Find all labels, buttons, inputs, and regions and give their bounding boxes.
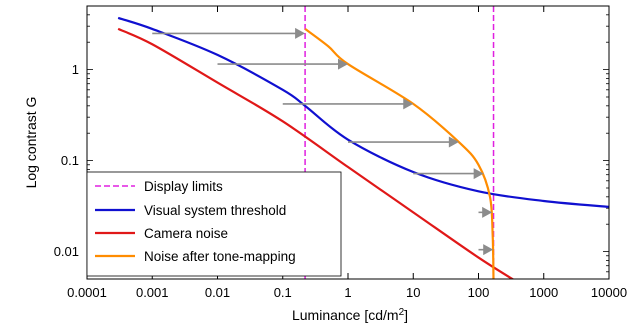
camera-noise-line [117, 27, 515, 279]
x-axis-title-end: ] [404, 307, 408, 323]
legend-label-display-limits: Display limits [144, 179, 223, 194]
legend-label-visual-threshold: Visual system threshold [144, 203, 286, 218]
x-axis-title: Luminance [cd/m2] [292, 307, 408, 323]
x-axis-title-main: Luminance [cd/m [292, 307, 399, 323]
x-tick-label: 10 [406, 285, 420, 300]
y-tick-label: 0.1 [61, 153, 79, 168]
y-tick-label: 0.01 [54, 244, 79, 259]
x-tick-label: 1000 [529, 285, 558, 300]
mapping-arrow-head [483, 244, 494, 256]
legend-box [86, 171, 342, 277]
legend-label-camera-noise: Camera noise [144, 226, 228, 241]
legend-label-noise-after-tonemapping: Noise after tone-mapping [144, 249, 296, 264]
x-tick-label: 0.01 [205, 285, 230, 300]
noise-after-tonemapping-line [304, 28, 495, 279]
x-tick-label: 100 [468, 285, 490, 300]
mapping-arrow-head [482, 206, 493, 218]
mapping-arrow-head [295, 27, 306, 39]
series-layer [117, 6, 609, 279]
y-tick-label: 1 [72, 62, 79, 77]
x-tick-label: 0.001 [136, 285, 169, 300]
mapping-arrow-head [338, 58, 348, 70]
mapping-arrow-head [473, 168, 484, 180]
arrow-layer [152, 27, 494, 256]
plot-frame [86, 5, 610, 280]
x-tick-label: 10000 [591, 285, 627, 300]
mapping-arrow-head [403, 98, 414, 110]
x-axis-title-sup: 2 [399, 307, 405, 318]
ticks-layer: 0.0001 0.001 0.01 0.1 1 10 100 1000 10000 0.01 0.1… [54, 5, 627, 300]
x-tick-label: 1 [344, 285, 351, 300]
mapping-arrow-head [448, 136, 459, 148]
y-axis-title: Log contrast G [23, 97, 39, 189]
visual-system-threshold-line [117, 16, 609, 208]
x-tick-label: 0.1 [274, 285, 292, 300]
legend: Display limits Visual system threshold C… [86, 171, 342, 277]
x-tick-label: 0.0001 [67, 285, 107, 300]
